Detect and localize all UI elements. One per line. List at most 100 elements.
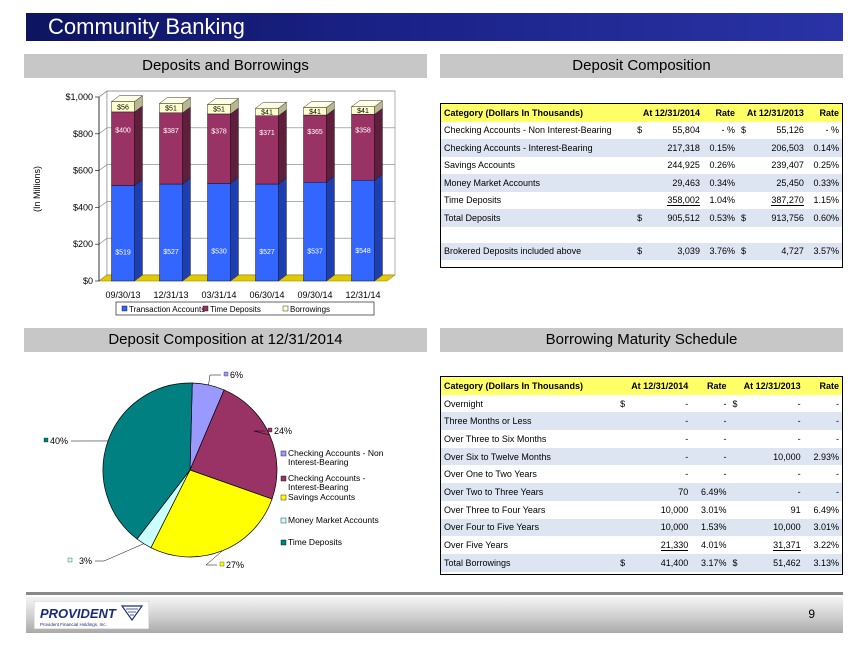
x-tick-label: 12/31/14 [345, 290, 380, 300]
cell-text: $ [620, 398, 626, 409]
pie-leader-line [208, 374, 221, 386]
cell-text: 55,126 [776, 125, 804, 136]
table-row: Over One to Two Years - - - - [441, 465, 842, 483]
table-row: Over Five Years 21,330 4.01% 31,371 3.22% [441, 536, 842, 554]
bar-side [374, 107, 383, 181]
table-cell: - [628, 395, 691, 413]
table-row: Checking Accounts - Interest-Bearing 217,… [441, 139, 842, 157]
cell-text: Over Six to Twelve Months [444, 451, 551, 462]
table-cell [729, 518, 741, 537]
x-tick-label: 09/30/14 [297, 290, 332, 300]
gridline [98, 127, 395, 135]
table-cell: 6.49% [804, 501, 842, 519]
table-cell: Over One to Two Years [441, 465, 617, 483]
bar-side [134, 179, 143, 282]
table-cell [617, 483, 629, 501]
cell-text: - [797, 416, 801, 427]
legend-label: Time Deposits [210, 305, 261, 314]
y-tick-label: $1,000 [65, 92, 93, 102]
table-cell: Checking Accounts - Interest-Bearing [441, 139, 635, 157]
logo-mark-icon [120, 605, 144, 622]
table-cell: 3.22% [804, 536, 842, 554]
x-tick-label: 03/31/14 [201, 290, 236, 300]
cell-text: Total Deposits [444, 212, 501, 223]
cell-text: 0.15% [709, 142, 736, 153]
column-header: At 12/31/2014 [634, 104, 703, 122]
cell-text: - [723, 469, 727, 480]
cell-text: - % [825, 125, 840, 136]
cell-text: 6.49% [813, 504, 839, 515]
table-row: Total Borrowings $41,400 3.17% $51,462 3.13% [441, 553, 842, 572]
bar-side [374, 173, 383, 282]
borrowing-maturity-table-wrap: Category (Dollars In Thousands) At 12/31… [440, 376, 843, 575]
cell-text: 0.14% [813, 142, 839, 153]
cell-text: 913,756 [771, 212, 804, 223]
bar-segment [255, 183, 279, 282]
table-cell [807, 227, 842, 243]
table-row: Over Four to Five Years 10,000 1.53% 10,000… [441, 518, 842, 537]
table-cell [617, 465, 628, 483]
gridline [98, 90, 395, 98]
table-cell [729, 412, 741, 431]
bar-data-label: $519 [115, 249, 131, 256]
table-cell: 55,126 [749, 122, 807, 140]
cell-text: 10,000 [773, 451, 801, 462]
table-cell [645, 227, 703, 243]
table-cell: 3.01% [691, 501, 729, 519]
table-row: Brokered Deposits included above $3,039 3.… [441, 242, 842, 260]
bar-side [182, 177, 191, 282]
table-cell: 0.34% [702, 174, 739, 192]
table-cell: - [691, 412, 730, 431]
bar-side [230, 107, 239, 184]
bar-data-label: $527 [163, 249, 179, 256]
bar-data-label: $371 [259, 130, 275, 137]
table-cell [738, 157, 749, 175]
table-cell: 10,000 [628, 518, 692, 537]
cell-text: 21,330 [660, 540, 689, 552]
cell-text: $ [741, 212, 747, 223]
cell-text: 2.93% [813, 451, 839, 462]
legend-swatch [280, 475, 287, 482]
cell-text: 51,462 [773, 557, 801, 568]
table-cell: - [741, 465, 804, 483]
column-header: Rate [803, 377, 842, 395]
table-cell: 4.01% [691, 536, 729, 554]
table-cell: 4,727 [749, 242, 807, 260]
legend-swatch [280, 494, 287, 501]
cell-text: 905,512 [667, 212, 700, 223]
cell-text: Three Months or Less [444, 416, 532, 427]
table-cell [730, 501, 741, 519]
bar-segment [159, 183, 183, 282]
column-header: Rate [702, 104, 739, 122]
bar-side [230, 177, 239, 282]
cell-text: 1.15% [813, 195, 839, 206]
table-cell: - [628, 465, 691, 483]
bar-side [326, 108, 335, 183]
cell-text: $ [637, 125, 643, 136]
bar-data-label: $530 [211, 249, 227, 256]
cell-text: $ [620, 557, 626, 568]
table-cell [617, 412, 629, 431]
cell-text: - [797, 398, 801, 409]
bar-data-label: $527 [259, 249, 275, 256]
y-tick-label: $200 [73, 239, 93, 249]
x-tick-label: 09/30/13 [105, 290, 140, 300]
cell-text: 10,000 [660, 504, 689, 515]
table-cell: Three Months or Less [441, 412, 618, 431]
table-cell: - [741, 395, 804, 413]
deposits-borrowings-header: Deposits and Borrowings [24, 54, 427, 78]
table-cell [729, 447, 741, 466]
table-cell: 10,000 [740, 518, 804, 537]
table-cell: - [804, 465, 842, 483]
cell-text: 55,804 [672, 125, 700, 136]
cell-text: 70 [678, 486, 689, 497]
cell-text: 0.33% [813, 177, 839, 188]
cell-text: - [836, 486, 839, 497]
cell-text: 0.34% [709, 177, 736, 188]
legend-label: Transaction Accounts [129, 305, 205, 314]
borrowing-maturity-table: Category (Dollars In Thousands) At 12/31… [441, 377, 842, 572]
table-row: Overnight $ - - $ - - [441, 395, 842, 413]
cell-text: $ [741, 246, 747, 257]
bar-segment [111, 111, 135, 186]
cell-text: 3.76% [709, 246, 736, 257]
